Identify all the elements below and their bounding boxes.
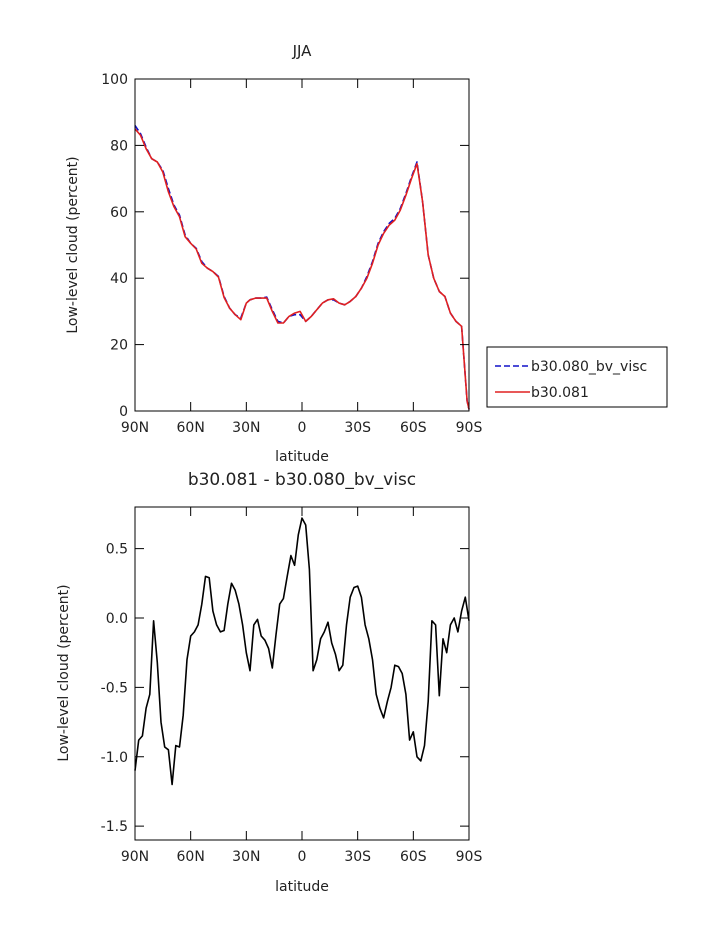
- bottom-x-tick-label: 60S: [400, 849, 427, 865]
- top-y-tick-label: 40: [110, 271, 128, 287]
- legend-label-b30-080: b30.080_bv_visc: [531, 359, 647, 375]
- top-x-tick-label: 60N: [177, 420, 205, 436]
- top-y-tick-label: 100: [101, 72, 128, 88]
- top-axes: 90N 60N 30N 0 30S 60S 90S 0 20 40 60 80 100: [101, 72, 482, 436]
- bottom-y-axis-label: Low-level cloud (percent): [56, 584, 72, 761]
- bottom-y-tick-label: -1.5: [101, 819, 128, 835]
- top-y-axis-label: Low-level cloud (percent): [65, 156, 81, 333]
- bottom-x-tick-label: 30N: [232, 849, 260, 865]
- top-x-axis-label: latitude: [275, 449, 329, 465]
- top-x-tick-label: 60S: [400, 420, 427, 436]
- bottom-plot-frame: [134, 506, 470, 841]
- bottom-panel: b30.081 - b30.080_bv_visc 90N 60N 30N 0 30S 6…: [56, 470, 482, 895]
- bottom-x-tick-label: 0: [298, 849, 307, 865]
- bottom-x-axis-label: latitude: [275, 879, 329, 895]
- top-x-tick-label: 0: [298, 420, 307, 436]
- bottom-y-tick-label: 0.0: [106, 611, 128, 627]
- bottom-axes: 90N 60N 30N 0 30S 60S 90S -1.5 -1.0 -0.5 0.0 0.5: [101, 507, 483, 865]
- bottom-y-tick-label: 0.5: [106, 542, 128, 558]
- top-y-tick-label: 20: [110, 338, 128, 354]
- legend: b30.080_bv_visc b30.081: [486, 346, 668, 408]
- top-series-line-1: [134, 125, 470, 410]
- top-series-lines: [134, 125, 470, 410]
- top-y-tick-label: 80: [110, 138, 128, 154]
- legend-box: [486, 346, 668, 408]
- bottom-x-tick-label: 60N: [177, 849, 205, 865]
- bottom-y-tick-label: -0.5: [101, 680, 128, 696]
- top-x-tick-label: 90S: [456, 420, 483, 436]
- bottom-series-line-1: [134, 517, 470, 786]
- bottom-x-tick-label: 30S: [344, 849, 371, 865]
- top-series-line-2: [134, 128, 470, 410]
- bottom-x-tick-label: 90N: [121, 849, 149, 865]
- bottom-y-tick-label: -1.0: [101, 750, 128, 766]
- top-y-tick-label: 60: [110, 205, 128, 221]
- top-panel: JJA 90N 60N 30N 0 30S 60S 90S 0 20 40 60 80 100 lati…: [65, 42, 668, 465]
- top-plot-frame: [134, 78, 470, 412]
- bottom-x-tick-label: 90S: [456, 849, 483, 865]
- top-x-tick-label: 90N: [121, 420, 149, 436]
- bottom-series-lines: [134, 517, 470, 786]
- top-x-tick-label: 30S: [344, 420, 371, 436]
- top-x-tick-label: 30N: [232, 420, 260, 436]
- bottom-chart-title: b30.081 - b30.080_bv_visc: [188, 470, 416, 490]
- top-chart-title: JJA: [292, 42, 313, 60]
- legend-label-b30-081: b30.081: [531, 385, 589, 401]
- top-y-tick-label: 0: [119, 404, 128, 420]
